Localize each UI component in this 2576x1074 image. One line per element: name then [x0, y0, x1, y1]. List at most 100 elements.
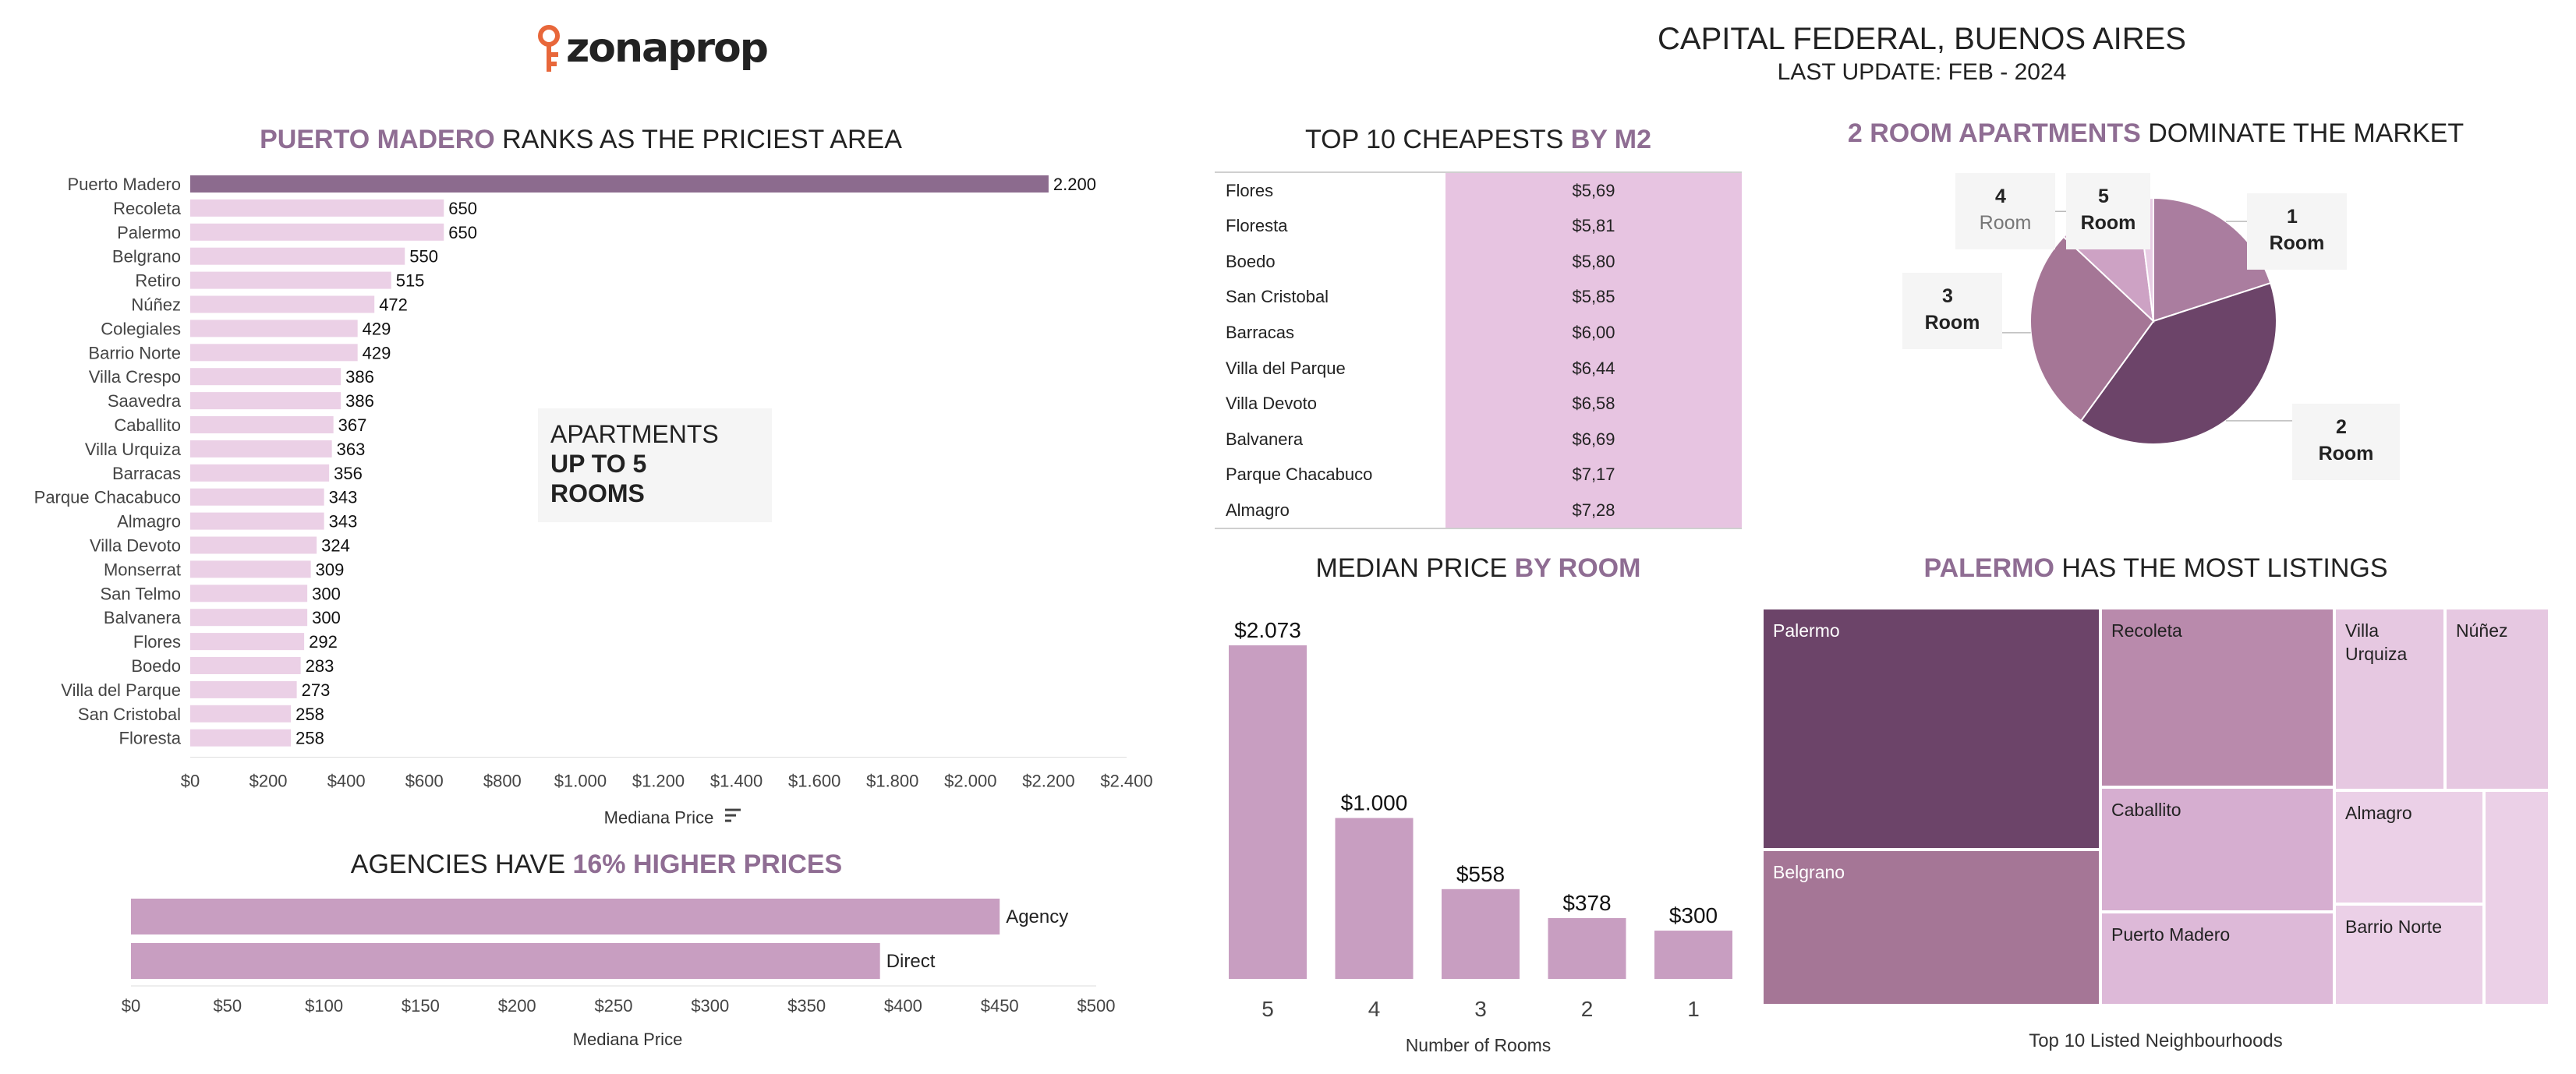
- pie-slice-3-room: [2029, 235, 2155, 422]
- listings-treemap: Palermo Belgrano Recoleta Caballito Puerto M…: [1762, 608, 2549, 1005]
- category-label-balvanera: Balvanera: [104, 608, 182, 627]
- value-label-colegiales: 429: [363, 319, 391, 338]
- value-label-villa-urquiza: 363: [337, 440, 366, 459]
- pie-label-box: [2066, 173, 2150, 249]
- pie-label-box: [1955, 173, 2055, 249]
- bar-villa-crespo: [190, 368, 341, 386]
- x-tick-label: $1.600: [788, 772, 840, 791]
- pie-label-number: 4: [1995, 185, 2006, 207]
- value-label-balvanera: 300: [312, 608, 341, 627]
- x-tick-label: $600: [405, 772, 444, 791]
- x-tick-label: $450: [981, 996, 1019, 1016]
- page-title: CAPITAL FEDERAL, BUENOS AIRES: [1658, 22, 2186, 56]
- x-tick-label: $500: [1077, 996, 1116, 1016]
- bar-parque-chacabuco: [190, 488, 324, 506]
- category-label-n-ez: Núñez: [131, 295, 181, 315]
- value-label-2-rooms: $378: [1562, 891, 1611, 915]
- table-row: Almagro $7,28: [1215, 493, 1742, 528]
- bar-flores: [190, 633, 305, 651]
- zonaprop-logo: zonaprop: [538, 23, 769, 81]
- category-label-floresta: Floresta: [119, 729, 182, 748]
- x-tick-label: $350: [787, 996, 826, 1016]
- category-label-monserrat: Monserrat: [104, 560, 181, 579]
- table-cell-price: $5,85: [1572, 287, 1615, 307]
- bar-boedo: [190, 657, 301, 674]
- bar-4-rooms: [1335, 818, 1414, 979]
- value-label-caballito: 367: [338, 415, 367, 435]
- category-label-recoleta: Recoleta: [113, 199, 182, 218]
- treemap-label: Villa Urquiza: [2345, 620, 2408, 664]
- treemap-cell-n-ez: Núñez: [2445, 608, 2549, 790]
- table-cell-price: $6,58: [1572, 394, 1615, 414]
- ranking-x-axis-label: Mediana Price: [604, 808, 714, 826]
- treemap-cell-palermo: Palermo: [1762, 608, 2100, 850]
- pie-label-box: [1902, 273, 2002, 349]
- value-label-recoleta: 650: [448, 199, 477, 218]
- value-label-belgrano: 550: [409, 247, 438, 267]
- category-label-agency: Agency: [1006, 906, 1068, 927]
- x-tick-label: $200: [249, 772, 288, 791]
- location-pin-icon: [538, 25, 560, 72]
- table-row: Villa Devoto $6,58: [1215, 387, 1742, 422]
- listings-title-accent: PALERMO: [1923, 553, 2054, 583]
- bar-villa-devoto: [190, 536, 317, 554]
- category-label-boedo: Boedo: [131, 656, 181, 676]
- category-label-direct: Direct: [886, 951, 936, 972]
- category-label-barrio-norte: Barrio Norte: [88, 343, 181, 362]
- value-label-3-rooms: $558: [1456, 862, 1505, 886]
- bar-n-ez: [190, 295, 375, 313]
- pie-label-room: Room: [2081, 212, 2136, 234]
- table-cell-price: $5,80: [1572, 251, 1615, 271]
- table-row: Flores $5,69: [1215, 173, 1742, 208]
- category-label-puerto-madero: Puerto Madero: [67, 175, 181, 194]
- bar-caballito: [190, 416, 334, 433]
- table-row: Villa del Parque $6,44: [1215, 351, 1742, 386]
- treemap-cell-caballito: Caballito: [2100, 787, 2334, 912]
- x-tick-label: $150: [402, 996, 440, 1016]
- x-tick-label: $800: [483, 772, 522, 791]
- category-label-villa-del-parque: Villa del Parque: [61, 680, 181, 700]
- value-label-san-telmo: 300: [312, 584, 341, 603]
- value-label-villa-devoto: 324: [321, 536, 350, 556]
- table-row: Parque Chacabuco $7,17: [1215, 458, 1742, 493]
- x-tick-label: $400: [327, 772, 366, 791]
- table-cell-neighbourhood: San Cristobal: [1226, 287, 1329, 307]
- bar-colegiales: [190, 320, 358, 337]
- ranking-title: PUERTO MADERO RANKS AS THE PRICIEST AREA: [47, 125, 1115, 155]
- table-cell-neighbourhood: Barracas: [1226, 322, 1295, 342]
- category-label-almagro: Almagro: [117, 512, 181, 532]
- category-label-san-cristobal: San Cristobal: [78, 705, 181, 724]
- cheapest-title-accent: BY M2: [1570, 125, 1652, 154]
- value-label-boedo: 283: [306, 656, 334, 676]
- x-tick-label: $100: [305, 996, 343, 1016]
- value-label-parque-chacabuco: 343: [329, 488, 358, 507]
- x-tick-label: $2.000: [944, 772, 996, 791]
- sort-descending-icon: [725, 808, 741, 822]
- ranking-bar-chart: Puerto Madero 2.200 Recoleta 650 Palermo 650 B…: [34, 175, 1153, 826]
- bar-puerto-madero: [190, 175, 1049, 193]
- x-tick-label: $50: [213, 996, 242, 1016]
- category-label-barracas: Barracas: [112, 464, 181, 483]
- value-label-5-rooms: $2.073: [1234, 618, 1301, 642]
- table-bottom-border: [1215, 528, 1742, 529]
- x-tick-label: $400: [884, 996, 922, 1016]
- cheapest-title: TOP 10 CHEAPESTS BY M2: [1215, 125, 1742, 155]
- treemap-cell-almagro: Almagro: [2334, 790, 2484, 904]
- table-cell-price: $5,69: [1572, 180, 1615, 200]
- category-label-parque-chacabuco: Parque Chacabuco: [34, 488, 181, 507]
- category-label-saavedra: Saavedra: [108, 391, 182, 411]
- value-label-san-cristobal: 258: [295, 705, 324, 724]
- x-tick-label: $1.400: [710, 772, 763, 791]
- x-tick-label: 2: [1581, 997, 1594, 1021]
- value-label-almagro: 343: [329, 512, 358, 532]
- agencies-bar-chart: Agency Direct $0 $50 $100 $150 $200 $250 $300 $35…: [122, 899, 1116, 1049]
- category-label-retiro: Retiro: [135, 271, 181, 291]
- median-room-title-accent: BY ROOM: [1514, 553, 1641, 583]
- x-tick-label: $0: [122, 996, 140, 1016]
- table-value-column-fill: [1445, 171, 1742, 528]
- x-tick-label: 1: [1687, 997, 1700, 1021]
- bar-agency: [131, 899, 1000, 934]
- bar-floresta: [190, 729, 292, 747]
- x-tick-label: 4: [1368, 997, 1381, 1021]
- bar-belgrano: [190, 247, 405, 265]
